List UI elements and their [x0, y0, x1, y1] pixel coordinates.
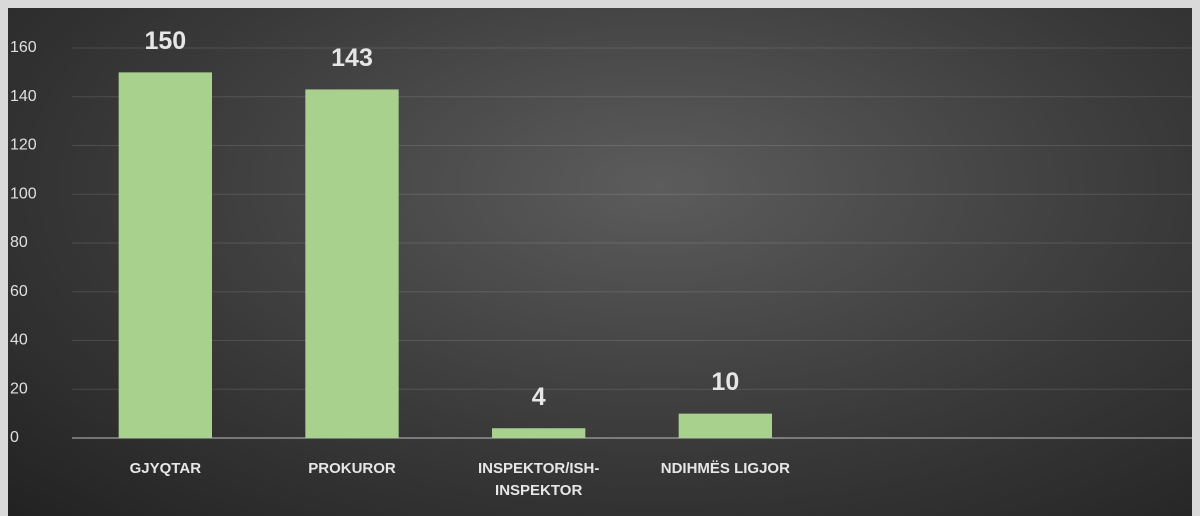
y-tick-label: 80 — [10, 234, 28, 251]
y-tick-label: 60 — [10, 283, 28, 300]
y-tick-label: 140 — [10, 88, 37, 105]
x-tick-label: PROKUROR — [308, 460, 396, 477]
data-label: 150 — [144, 27, 186, 55]
x-tick-label: NDIHMËS LIGJOR — [660, 460, 790, 477]
data-label: 4 — [532, 383, 546, 411]
chart-area: 0 20 40 60 80 100 120 140 160 150 143 4 10 GJYQTAR PR… — [8, 8, 1192, 516]
data-label: 10 — [711, 368, 739, 396]
bar — [305, 89, 399, 438]
y-tick-label: 0 — [10, 429, 19, 446]
y-tick-label: 160 — [10, 39, 37, 56]
y-tick-label: 40 — [10, 332, 28, 349]
x-tick-label: GJYQTAR — [129, 460, 202, 477]
y-tick-label: 120 — [10, 137, 37, 154]
y-tick-label: 100 — [10, 185, 37, 202]
bar — [118, 72, 212, 438]
bar — [492, 428, 586, 438]
chart: 0 20 40 60 80 100 120 140 160 150 143 4 10 — [10, 27, 1192, 446]
y-tick-label: 20 — [10, 380, 28, 397]
bar — [678, 413, 772, 438]
x-tick-label: INSPEKTOR/ISH-INSPEKTOR — [477, 460, 600, 499]
data-label: 143 — [331, 44, 373, 72]
